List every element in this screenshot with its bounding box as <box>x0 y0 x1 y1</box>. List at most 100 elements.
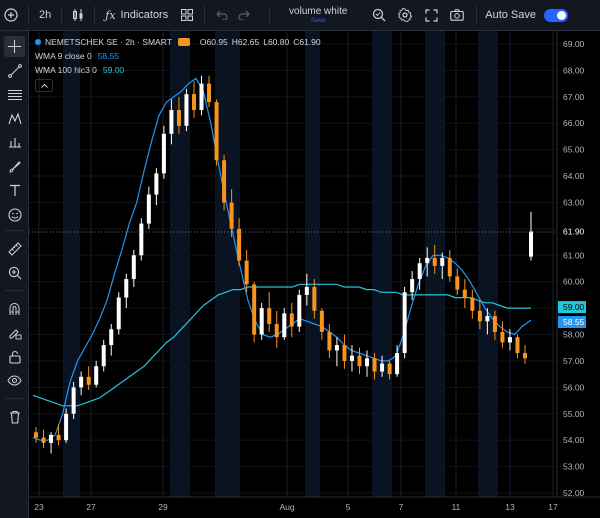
price-tick-label: 53.00 <box>563 462 585 472</box>
candle-body <box>199 83 204 111</box>
redo-button[interactable] <box>233 0 255 31</box>
candle-body <box>244 260 249 285</box>
candle-body <box>176 110 181 126</box>
candle-body <box>222 160 227 203</box>
chart-pane[interactable]: 69.0068.0067.0066.0065.0064.0063.0062.00… <box>29 31 600 518</box>
time-tick-label: Aug <box>279 502 294 512</box>
ohlc-low: L60.80 <box>263 37 290 47</box>
magnifier-icon <box>372 8 386 22</box>
brush-tool-button[interactable] <box>4 156 25 177</box>
settings-button[interactable] <box>392 0 418 31</box>
trend-line-tool-button[interactable] <box>4 60 25 81</box>
toolbar-divider <box>204 6 206 24</box>
candle-body <box>289 313 294 327</box>
wma9-title[interactable]: WMA 9 close 0 <box>35 51 92 61</box>
candle-body <box>139 223 144 256</box>
chevron-up-icon <box>35 79 53 92</box>
chart-type-button[interactable] <box>68 0 88 31</box>
redo-icon <box>238 10 251 20</box>
crosshair-tool-button[interactable] <box>4 36 25 57</box>
zoom-in-button[interactable] <box>4 262 25 283</box>
text-icon <box>9 184 21 197</box>
lock-drawings-button[interactable] <box>4 346 25 367</box>
candle-body <box>349 355 354 361</box>
session-band <box>305 31 320 497</box>
candles-icon <box>71 8 85 22</box>
last-price-label: 61.90 <box>563 227 585 237</box>
price-tick-label: 58.00 <box>563 330 585 340</box>
candle-body <box>425 257 430 264</box>
fullscreen-button[interactable] <box>418 0 444 31</box>
candle-body <box>507 337 512 343</box>
ohlc-high: H62.65 <box>231 37 260 47</box>
symbol-title[interactable]: NEMETSCHEK SE · 2h · SMART <box>45 37 172 47</box>
candle-body <box>237 228 242 261</box>
layout-save-status: Save <box>310 16 326 24</box>
fx-icon: ƒx <box>105 8 116 22</box>
magnet-mode-button[interactable] <box>4 298 25 319</box>
wma100-legend-row[interactable]: WMA 100 hlc3 0 59.00 <box>35 63 321 77</box>
candle-body <box>101 345 106 367</box>
remove-drawings-button[interactable] <box>4 406 25 427</box>
hide-drawings-button[interactable] <box>4 370 25 391</box>
candle-body <box>365 358 370 367</box>
ruler-icon <box>7 241 22 256</box>
session-band <box>170 31 190 497</box>
undo-button[interactable] <box>211 0 233 31</box>
interval-button[interactable]: 2h <box>35 0 55 31</box>
smiley-icon <box>7 207 22 222</box>
projection-tool-button[interactable] <box>4 132 25 153</box>
price-tick-label: 69.00 <box>563 39 585 49</box>
layout-name: volume white <box>289 5 348 17</box>
wma9-price-label: 58.55 <box>563 317 585 327</box>
candle-body <box>432 257 437 266</box>
price-scale-labels: 61.90 59.00 58.55 <box>558 225 586 329</box>
price-tick-label: 57.00 <box>563 356 585 366</box>
candle-body <box>131 255 136 280</box>
top-toolbar: 2h ƒx Indicators volume white Save <box>0 0 600 31</box>
fib-tool-button[interactable] <box>4 84 25 105</box>
layout-name-button[interactable]: volume white Save <box>276 0 360 31</box>
candle-body <box>71 387 76 414</box>
candle-body <box>146 194 151 224</box>
time-tick-label: 13 <box>505 502 515 512</box>
wma100-line <box>32 283 531 407</box>
add-symbol-button[interactable] <box>0 0 22 31</box>
candle-body <box>34 432 38 438</box>
quick-search-button[interactable] <box>366 0 392 31</box>
candle-body <box>357 355 362 367</box>
candle-body <box>116 297 121 330</box>
drawing-toolbar <box>0 31 29 518</box>
candle-body <box>252 284 257 335</box>
toolbar-divider <box>94 6 96 24</box>
candle-body <box>410 279 415 293</box>
price-chart[interactable]: 69.0068.0067.0066.0065.0064.0063.0062.00… <box>29 31 600 518</box>
pattern-tool-button[interactable] <box>4 108 25 129</box>
autosave-switch[interactable] <box>544 8 568 22</box>
toolbar-divider <box>28 6 29 24</box>
autosave-toggle[interactable]: Auto Save <box>483 0 568 31</box>
crosshair-icon <box>8 40 21 53</box>
ohlc-open: O60.95 <box>199 37 228 47</box>
wma9-legend-row[interactable]: WMA 9 close 0 58.55 <box>35 49 321 63</box>
text-tool-button[interactable] <box>4 180 25 201</box>
time-tick-label: 11 <box>452 502 461 512</box>
stay-drawing-button[interactable] <box>4 322 25 343</box>
magnet-icon <box>8 302 21 316</box>
time-tick-label: 23 <box>34 502 44 512</box>
candle-body <box>492 316 497 332</box>
chart-grid <box>29 31 557 497</box>
candle-body <box>214 102 219 161</box>
icons-tool-button[interactable] <box>4 204 25 225</box>
snapshot-button[interactable] <box>444 0 470 31</box>
measure-tool-button[interactable] <box>4 238 25 259</box>
indicators-button[interactable]: ƒx Indicators <box>101 0 172 31</box>
templates-button[interactable] <box>176 0 198 31</box>
price-tick-label: 64.00 <box>563 171 585 181</box>
candle-body <box>312 286 317 311</box>
legend-collapse-button[interactable] <box>35 79 321 92</box>
wma100-title[interactable]: WMA 100 hlc3 0 <box>35 65 97 75</box>
fullscreen-icon <box>425 8 438 22</box>
symbol-legend-row[interactable]: NEMETSCHEK SE · 2h · SMART O60.95 H62.65… <box>35 35 321 49</box>
candle-body <box>529 231 533 257</box>
